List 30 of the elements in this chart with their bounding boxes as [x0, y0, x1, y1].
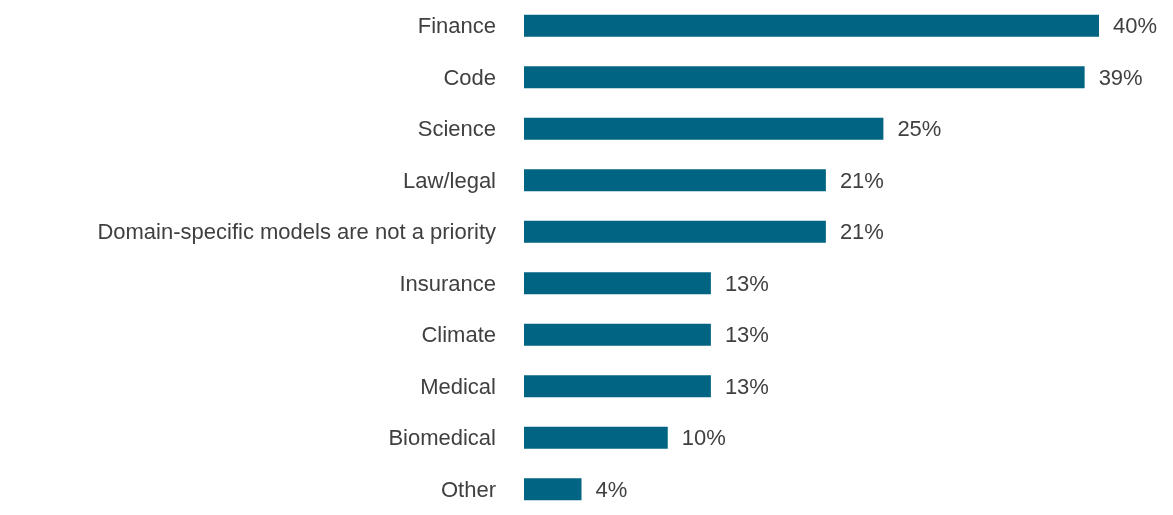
- y-tick-label: Climate: [421, 322, 496, 348]
- data-label: 39%: [1098, 64, 1143, 90]
- data-label: 13%: [724, 373, 769, 399]
- data-label: 25%: [897, 116, 942, 142]
- bar: [524, 117, 884, 140]
- bar: [524, 220, 826, 243]
- y-tick-label: Domain-specific models are not a priority: [97, 219, 496, 245]
- y-tick-label: Science: [417, 116, 496, 142]
- bar: [524, 169, 826, 192]
- y-tick-label: Code: [443, 64, 496, 90]
- y-tick-label: Law/legal: [403, 167, 496, 193]
- bar: [524, 272, 711, 295]
- data-label: 13%: [724, 322, 769, 348]
- y-tick-label: Insurance: [399, 270, 496, 296]
- data-label: 40%: [1113, 13, 1158, 39]
- y-tick-label: Other: [440, 476, 496, 502]
- data-label: 21%: [839, 219, 884, 245]
- y-tick-label: Biomedical: [388, 425, 496, 451]
- bar: [524, 323, 711, 346]
- data-label: 21%: [839, 167, 884, 193]
- data-label: 13%: [724, 270, 769, 296]
- bar: [524, 14, 1099, 37]
- bar: [524, 375, 711, 398]
- bar: [524, 66, 1085, 89]
- bar: [524, 478, 582, 501]
- bar: [524, 426, 668, 449]
- y-tick-label: Finance: [417, 13, 496, 39]
- data-label: 4%: [595, 476, 628, 502]
- data-label: 10%: [681, 425, 726, 451]
- y-tick-label: Medical: [420, 373, 496, 399]
